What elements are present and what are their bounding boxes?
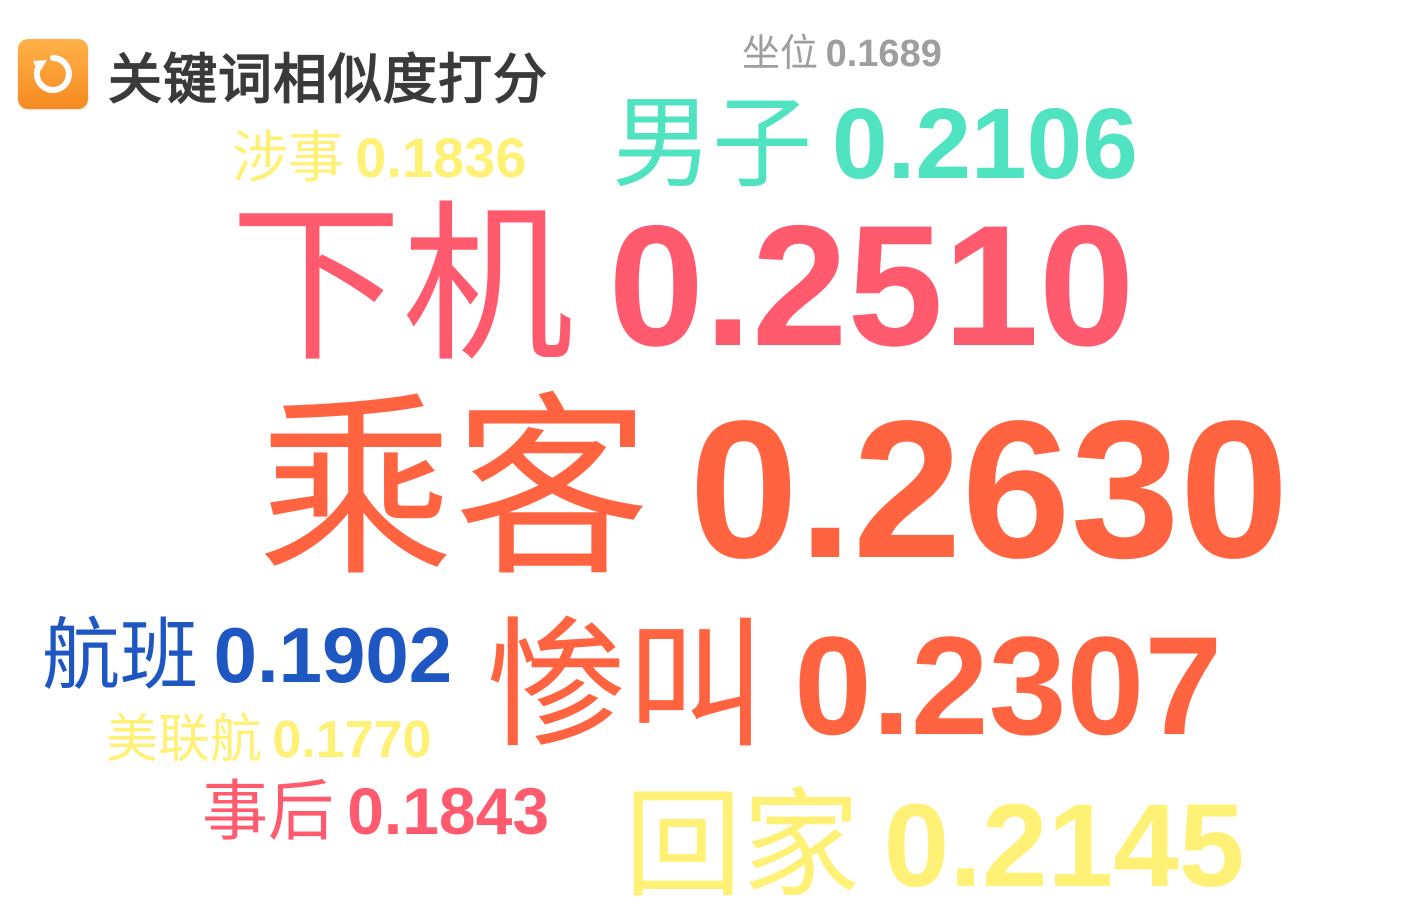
keyword-item: 乘客 0.2630	[258, 392, 1289, 589]
page-title: 关键词相似度打分	[108, 47, 548, 111]
keyword-word: 回家	[624, 776, 861, 914]
keyword-word: 涉事	[232, 126, 344, 191]
keyword-word: 惨叫	[486, 605, 767, 768]
keyword-score: 0.1902	[213, 611, 453, 699]
keyword-score: 0.1689	[825, 33, 942, 75]
keyword-score: 0.1836	[355, 126, 527, 189]
keyword-item: 坐位 0.1689	[742, 34, 942, 73]
keyword-item: 美联航 0.1770	[106, 714, 431, 766]
header: 关键词相似度打分	[18, 38, 548, 111]
keyword-item: 回家 0.2145	[624, 786, 1245, 905]
keyword-word: 美联航	[106, 710, 263, 770]
keyword-score: 0.2630	[689, 380, 1289, 599]
keyword-score: 0.1843	[347, 774, 550, 848]
keyword-item: 涉事 0.1836	[232, 130, 526, 187]
keyword-word: 航班	[42, 611, 199, 701]
keyword-item: 事后 0.1843	[202, 778, 549, 845]
keyword-score: 0.2510	[608, 190, 1135, 382]
keyword-score: 0.1770	[272, 711, 432, 769]
keyword-item: 下机 0.2510	[230, 200, 1134, 373]
keyword-item: 航班 0.1902	[42, 616, 452, 695]
keyword-item: 惨叫 0.2307	[486, 616, 1222, 757]
keyword-score: 0.2106	[832, 88, 1138, 200]
keyword-word: 坐位	[742, 31, 819, 75]
keyword-score: 0.2307	[794, 607, 1223, 764]
keyword-word: 乘客	[258, 376, 651, 604]
keyword-score: 0.2145	[883, 780, 1245, 912]
refresh-icon[interactable]	[18, 39, 88, 109]
keyword-item: 男子 0.2106	[612, 94, 1138, 195]
keyword-word: 男子	[612, 85, 812, 202]
keyword-word: 下机	[230, 185, 574, 386]
keyword-word: 事后	[202, 773, 334, 850]
